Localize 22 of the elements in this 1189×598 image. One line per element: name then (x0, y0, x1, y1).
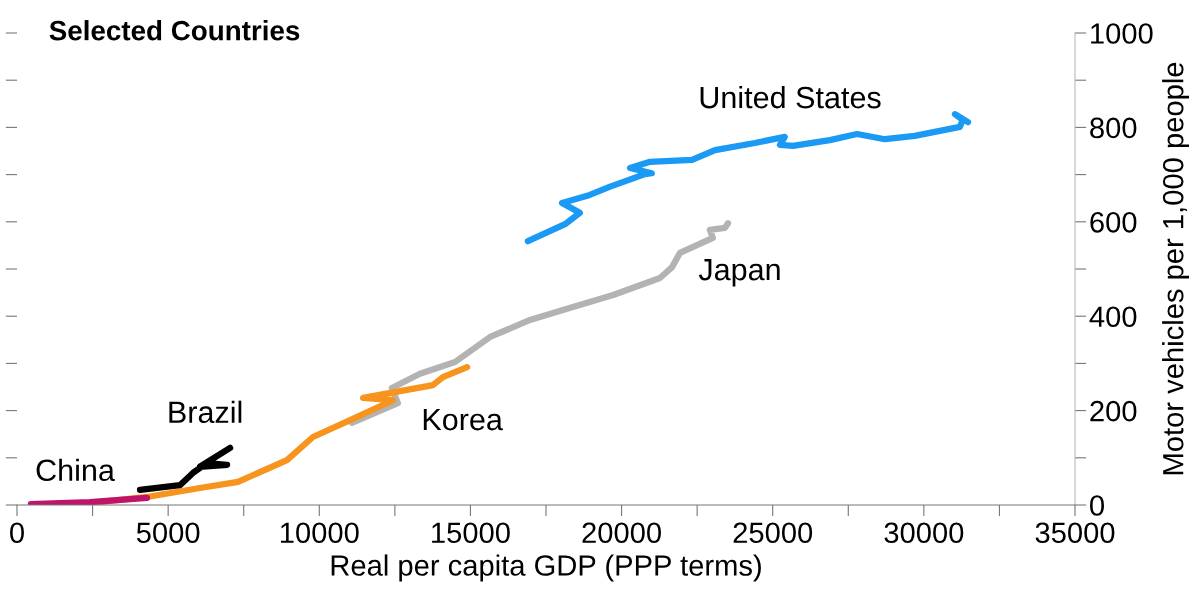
x-axis-title: Real per capita GDP (PPP terms) (331, 554, 761, 582)
y-tick-label: 1000 (1091, 23, 1153, 44)
x-tick-label: 15000 (432, 522, 510, 544)
series-label: China (36, 458, 115, 482)
y-tick-label: 200 (1090, 400, 1137, 422)
x-tick-label: 30000 (884, 522, 964, 544)
y-tick-label: 800 (1090, 117, 1137, 139)
x-tick-label: 35000 (1035, 522, 1115, 544)
x-tick-label: 20000 (582, 522, 661, 544)
series-label: Korea (423, 409, 503, 431)
y-tick-label: 400 (1089, 306, 1137, 328)
x-tick-label: 0 (10, 522, 24, 544)
chart-title: Selected Countries (49, 20, 300, 41)
x-tick-label: 10000 (280, 522, 359, 544)
y-tick-label: 0 (1090, 495, 1104, 516)
series-label: Brazil (169, 400, 242, 424)
x-tick-label: 5000 (136, 522, 200, 544)
series-label: Japan (698, 259, 780, 287)
y-axis-title: Motor vehicles per 1,000 people (1162, 62, 1189, 475)
y-tick-label: 600 (1090, 212, 1137, 233)
x-tick-label: 25000 (733, 522, 813, 544)
series-label: United States (700, 85, 881, 109)
